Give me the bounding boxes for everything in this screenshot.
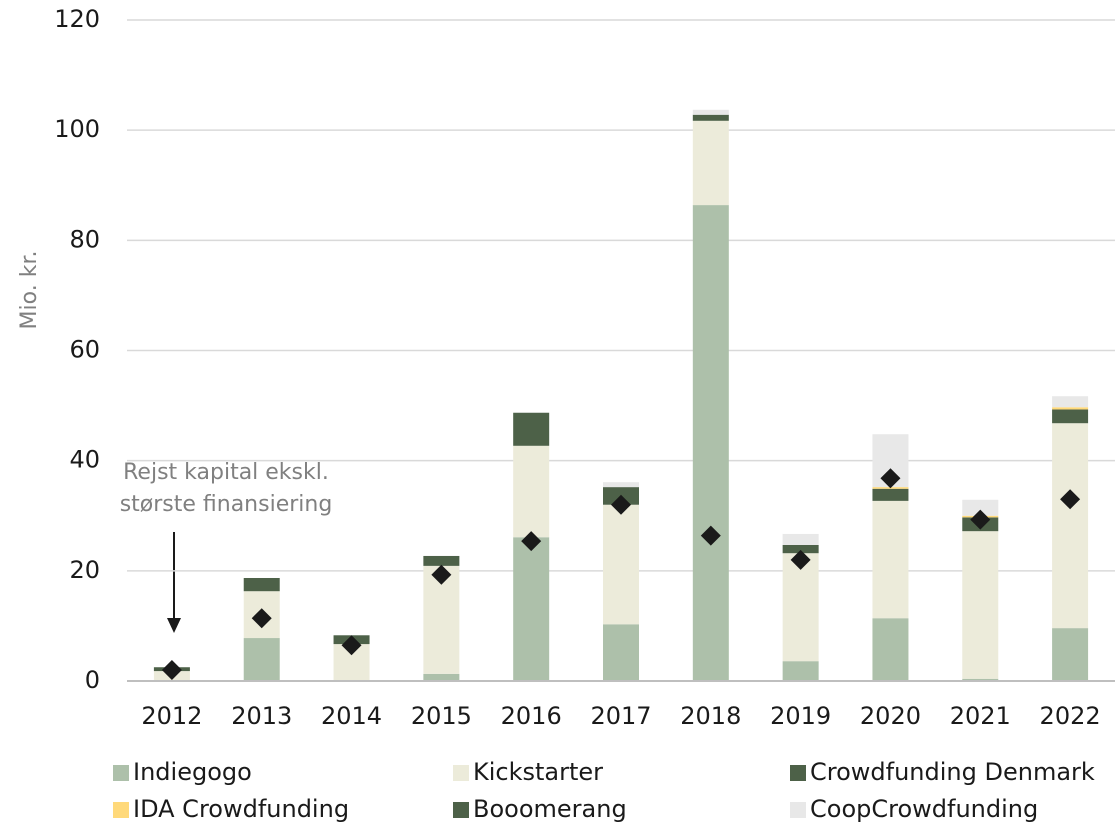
bar-segment — [1052, 423, 1089, 629]
legend-swatch — [790, 765, 806, 781]
arrow-head — [167, 618, 181, 633]
bar-segment — [692, 109, 729, 115]
legend-label: Crowdfunding Denmark — [810, 758, 1095, 786]
y-tick-label: 120 — [54, 5, 100, 33]
legend-label: Kickstarter — [473, 758, 603, 786]
bar-segment — [692, 114, 729, 121]
bar-segment — [782, 553, 819, 662]
bar-segment — [603, 624, 639, 681]
y-tick-label: 40 — [69, 446, 100, 474]
legend-swatch — [453, 802, 469, 818]
marker — [341, 635, 362, 656]
legend-swatch — [113, 765, 129, 781]
bar-segment — [423, 555, 460, 566]
x-tick-label: 2018 — [680, 702, 741, 730]
bar-segment — [1052, 396, 1089, 408]
bar-segment — [692, 120, 729, 206]
y-tick-label: 20 — [69, 556, 100, 584]
legend-label: Indiegogo — [133, 758, 252, 786]
legend-swatch — [453, 765, 469, 781]
marker — [970, 509, 991, 530]
bar-segment — [872, 488, 909, 501]
x-tick-label: 2012 — [141, 702, 202, 730]
bar-segment — [872, 618, 909, 681]
legend-swatch — [790, 802, 806, 818]
bar-segment — [603, 504, 639, 625]
y-axis-title: Mio. kr. — [17, 251, 42, 330]
bar-segment — [872, 500, 909, 619]
marker — [790, 549, 811, 570]
bar-segment — [962, 499, 999, 516]
legend-label: CoopCrowdfunding — [810, 795, 1038, 823]
x-tick-label: 2015 — [411, 702, 472, 730]
y-tick-label: 0 — [85, 666, 100, 694]
y-tick-label: 80 — [69, 225, 100, 253]
bar-segment — [782, 544, 819, 554]
y-tick-label: 100 — [54, 115, 100, 143]
bar-segment — [513, 445, 550, 538]
bar-segment — [243, 638, 280, 681]
x-tick-label: 2021 — [950, 702, 1011, 730]
marker — [521, 531, 542, 552]
bar-segment — [782, 533, 819, 545]
marker — [1060, 489, 1081, 510]
marker — [880, 468, 901, 489]
bar-segment — [1052, 407, 1089, 410]
bar-segment — [243, 577, 280, 592]
bar-segment — [962, 531, 999, 679]
marker — [161, 659, 182, 680]
bar-segment — [513, 537, 550, 681]
marker — [431, 564, 452, 585]
bar-segment — [423, 673, 460, 681]
bar-segment — [962, 678, 999, 681]
bar-segment — [692, 205, 729, 681]
legend-label: IDA Crowdfunding — [133, 795, 349, 823]
x-tick-label: 2014 — [321, 702, 382, 730]
legend-label: Booomerang — [473, 795, 627, 823]
bar-segment — [1052, 409, 1089, 424]
x-tick-label: 2022 — [1040, 702, 1101, 730]
marker — [611, 494, 631, 515]
bar-segment — [513, 412, 550, 446]
marker — [251, 608, 272, 629]
x-tick-label: 2013 — [231, 702, 292, 730]
x-tick-label: 2016 — [501, 702, 562, 730]
annotation: Rejst kapital ekskl. største finansiering — [120, 460, 333, 517]
x-tick-label: 2020 — [860, 702, 921, 730]
bar-segment — [603, 482, 639, 488]
bar-segment — [782, 661, 819, 681]
x-tick-label: 2019 — [770, 702, 831, 730]
y-tick-label: 60 — [69, 336, 100, 364]
bar-segment — [1052, 628, 1089, 681]
x-tick-label: 2017 — [590, 702, 651, 730]
legend-swatch — [113, 802, 129, 818]
marker — [700, 525, 721, 546]
